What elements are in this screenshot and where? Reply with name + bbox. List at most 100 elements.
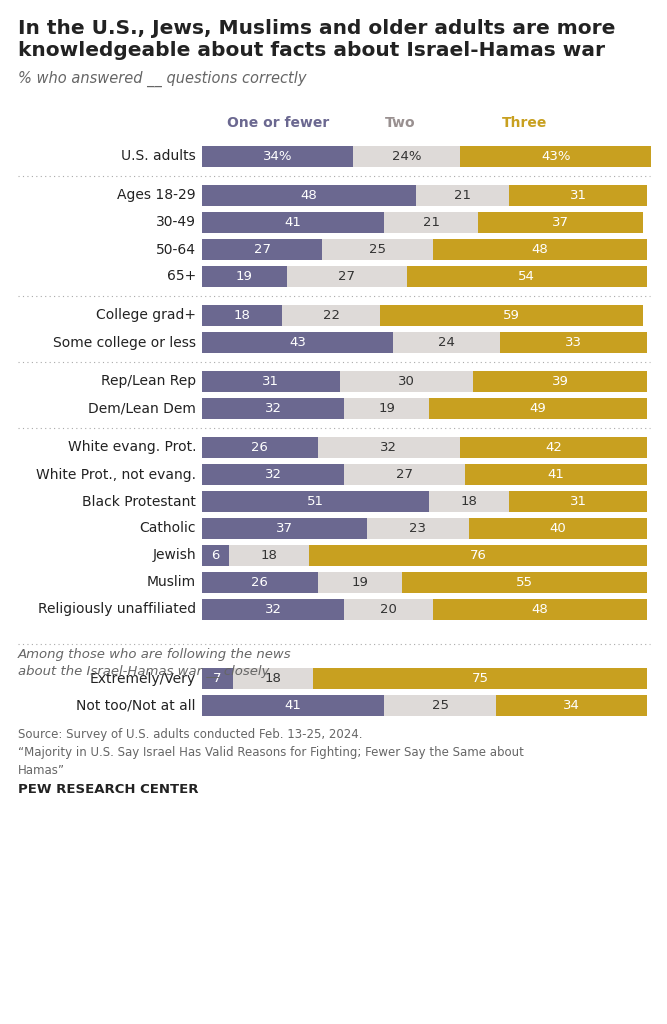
Bar	[309, 545, 647, 566]
Bar	[202, 572, 317, 593]
Bar	[202, 146, 354, 167]
Bar	[202, 599, 344, 620]
Text: 18: 18	[265, 672, 281, 685]
Bar	[367, 518, 469, 539]
Text: 24%: 24%	[392, 150, 422, 163]
Text: U.S. adults: U.S. adults	[121, 150, 196, 164]
Text: White evang. Prot.: White evang. Prot.	[67, 440, 196, 455]
Text: 41: 41	[285, 699, 301, 712]
Bar	[402, 572, 647, 593]
Text: 19: 19	[352, 575, 368, 589]
Text: White Prot., not evang.: White Prot., not evang.	[36, 468, 196, 481]
Bar	[354, 146, 460, 167]
Text: Jewish: Jewish	[152, 549, 196, 562]
Text: In the U.S., Jews, Muslims and older adults are more: In the U.S., Jews, Muslims and older adu…	[18, 19, 616, 38]
Text: Religiously unaffiliated: Religiously unaffiliated	[38, 602, 196, 616]
Text: 54: 54	[518, 270, 536, 283]
Text: 43: 43	[289, 336, 306, 349]
Bar	[322, 239, 434, 260]
Bar	[340, 371, 474, 392]
Text: 42: 42	[545, 441, 562, 454]
Text: Dem/Lean Dem: Dem/Lean Dem	[88, 401, 196, 416]
Bar	[202, 695, 384, 716]
Bar	[429, 398, 647, 419]
Bar	[202, 398, 344, 419]
Text: 31: 31	[263, 375, 279, 388]
Bar	[434, 599, 647, 620]
Bar	[464, 464, 647, 485]
Bar	[344, 599, 434, 620]
Text: 22: 22	[323, 309, 340, 322]
Text: 37: 37	[552, 216, 569, 229]
Bar	[469, 518, 647, 539]
Text: Among those who are following the news
about the Israel-Hamas war __ closely: Among those who are following the news a…	[18, 648, 291, 678]
Bar	[460, 437, 647, 458]
Bar	[434, 239, 647, 260]
Bar	[287, 266, 407, 287]
Text: 51: 51	[307, 495, 324, 508]
Text: 32: 32	[380, 441, 398, 454]
Bar	[202, 305, 282, 326]
Text: Two: Two	[385, 116, 416, 130]
Text: 33: 33	[565, 336, 582, 349]
Text: Source: Survey of U.S. adults conducted Feb. 13-25, 2024.
“Majority in U.S. Say : Source: Survey of U.S. adults conducted …	[18, 728, 524, 777]
Bar	[202, 332, 394, 353]
Bar	[509, 490, 647, 512]
Bar	[229, 545, 309, 566]
Text: 48: 48	[532, 603, 548, 616]
Text: Ages 18-29: Ages 18-29	[117, 188, 196, 203]
Bar	[474, 371, 647, 392]
Bar	[460, 146, 652, 167]
Text: 26: 26	[251, 575, 268, 589]
Bar	[282, 305, 380, 326]
Bar	[380, 305, 642, 326]
Text: 75: 75	[472, 672, 489, 685]
Text: Rep/Lean Rep: Rep/Lean Rep	[101, 375, 196, 388]
Bar	[478, 212, 642, 233]
Bar	[344, 398, 429, 419]
Bar	[202, 266, 287, 287]
Text: 25: 25	[370, 243, 386, 256]
Text: 32: 32	[265, 468, 281, 481]
Text: 31: 31	[570, 189, 586, 202]
Bar	[429, 490, 509, 512]
Text: One or fewer: One or fewer	[227, 116, 329, 130]
Bar	[233, 668, 313, 689]
Text: 55: 55	[516, 575, 533, 589]
Bar	[317, 572, 402, 593]
Bar	[384, 695, 496, 716]
Bar	[202, 518, 367, 539]
Text: 20: 20	[380, 603, 398, 616]
Text: 34%: 34%	[263, 150, 292, 163]
Bar	[500, 332, 647, 353]
Bar	[202, 545, 229, 566]
Bar	[509, 185, 647, 206]
Text: 48: 48	[300, 189, 317, 202]
Text: 59: 59	[503, 309, 520, 322]
Text: PEW RESEARCH CENTER: PEW RESEARCH CENTER	[18, 783, 199, 796]
Bar	[202, 212, 384, 233]
Text: 19: 19	[236, 270, 253, 283]
Text: 41: 41	[548, 468, 564, 481]
Bar	[496, 695, 647, 716]
Text: 18: 18	[460, 495, 478, 508]
Text: knowledgeable about facts about Israel-Hamas war: knowledgeable about facts about Israel-H…	[18, 41, 605, 60]
Text: 43%: 43%	[541, 150, 570, 163]
Bar	[394, 332, 500, 353]
Text: 32: 32	[265, 603, 281, 616]
Text: 23: 23	[410, 522, 426, 535]
Text: 31: 31	[570, 495, 586, 508]
Text: 6: 6	[211, 549, 219, 562]
Text: Extremely/Very: Extremely/Very	[90, 672, 196, 685]
Text: 21: 21	[454, 189, 471, 202]
Text: 30-49: 30-49	[156, 215, 196, 229]
Text: Black Protestant: Black Protestant	[82, 495, 196, 509]
Text: 18: 18	[233, 309, 251, 322]
Text: 27: 27	[253, 243, 271, 256]
Text: 41: 41	[285, 216, 301, 229]
Bar	[407, 266, 647, 287]
Text: Catholic: Catholic	[139, 521, 196, 536]
Text: 32: 32	[265, 402, 281, 415]
Text: College grad+: College grad+	[96, 308, 196, 323]
Text: 7: 7	[213, 672, 222, 685]
